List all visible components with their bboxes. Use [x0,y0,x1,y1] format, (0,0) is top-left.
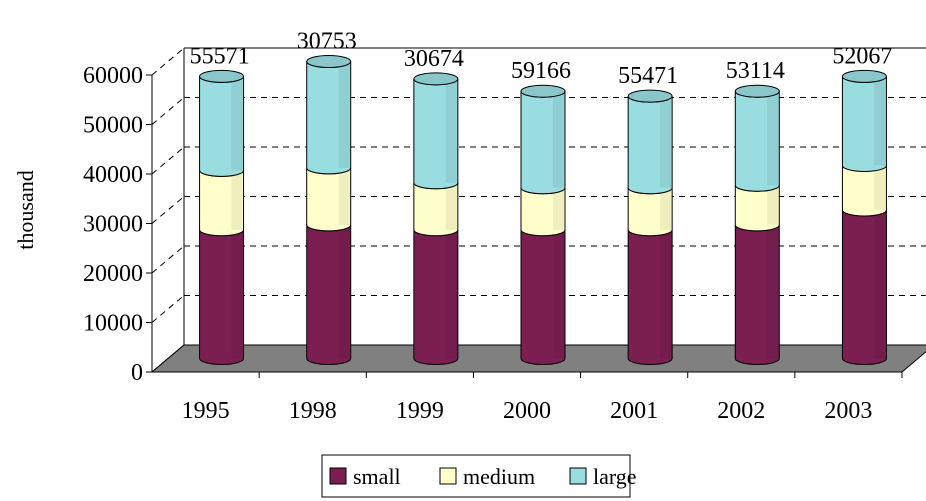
cylinder-2003 [841,69,887,365]
cylinder-2001 [627,89,673,365]
legend: small medium large [321,454,637,498]
legend-label-large: large [593,464,637,489]
bar-segment-shading [338,224,350,359]
cylinder-2000 [520,84,566,365]
bar-segment-shading [231,170,243,230]
x-axis-ticks: 1995 1998 1999 2000 2001 2002 2003 [182,372,903,424]
x-tick-label: 1998 [289,398,337,424]
y-tick-label: 30000 [83,212,143,238]
gridline-depth [151,47,185,76]
x-tick-label: 2001 [610,398,658,424]
cylinder-1999 [413,72,459,365]
bar-top-cap [841,69,887,83]
gridline-depth [151,196,185,224]
bar-top-cap [199,69,245,83]
bars [199,55,887,365]
y-tick-label: 20000 [83,261,143,287]
bar-segment-shading [445,229,457,359]
bar-top-cap [413,72,459,86]
bar-segment-shading [660,96,672,188]
y-axis-ticks: 0 10000 20000 30000 40000 50000 60000 [83,63,152,386]
legend-swatch-small [329,467,347,485]
bar-top-cap [734,84,780,98]
bar-top-cap [520,84,566,98]
bar-segment-shading [338,167,350,225]
bar-segment-shading [552,187,564,230]
data-label: 53114 [726,58,785,84]
y-tick-label: 40000 [83,162,143,188]
bar-segment-shading [767,91,779,186]
y-tick-label: 0 [131,360,143,386]
bar-segment-shading [767,185,779,225]
y-tick-label: 50000 [83,113,143,139]
y-tick-label: 10000 [83,311,143,337]
x-tick-label: 2002 [717,398,765,424]
data-label: 30753 [297,29,357,55]
gridline-depth [151,245,185,274]
data-labels: 55571 30753 30674 59166 55471 53114 52067 [190,29,893,90]
cylinder-2002 [734,84,780,365]
y-axis-title: thousand [13,170,38,249]
bar-segment-shading [231,76,243,171]
bar-segment-shading [338,61,350,168]
gridline-depth [151,295,185,323]
gridline-depth [151,97,185,125]
legend-label-small: small [353,464,401,489]
bar-segment-shading [552,91,564,188]
bar-top-cap [306,55,352,68]
x-tick-label: 2003 [824,398,872,424]
cylinder-1995 [199,69,245,365]
cylinder-1998 [306,55,352,365]
bar-segment-shading [874,76,886,166]
x-tick-label: 1999 [396,398,444,424]
bar-segment-shading [231,229,243,359]
data-label: 55571 [190,43,250,69]
x-tick-label: 1995 [182,398,230,424]
data-label: 52067 [832,43,892,69]
bar-segment-shading [767,224,779,359]
legend-label-medium: medium [463,464,535,489]
x-tick-label: 2000 [503,398,551,424]
y-tick-label: 60000 [83,63,143,89]
bar-segment-shading [445,78,457,183]
bar-segment-shading [445,182,457,230]
data-label: 59166 [511,58,571,84]
bar-segment-shading [874,165,886,210]
legend-swatch-medium [439,467,457,485]
data-label: 55471 [618,63,678,89]
data-label: 30674 [404,46,464,72]
bar-segment-shading [552,229,564,359]
bar-segment-shading [874,210,886,359]
bar-segment-shading [660,229,672,359]
legend-swatch-large [569,467,587,485]
bar-segment-shading [660,187,672,230]
bar-top-cap [627,89,673,103]
gridline-depth [151,146,185,175]
